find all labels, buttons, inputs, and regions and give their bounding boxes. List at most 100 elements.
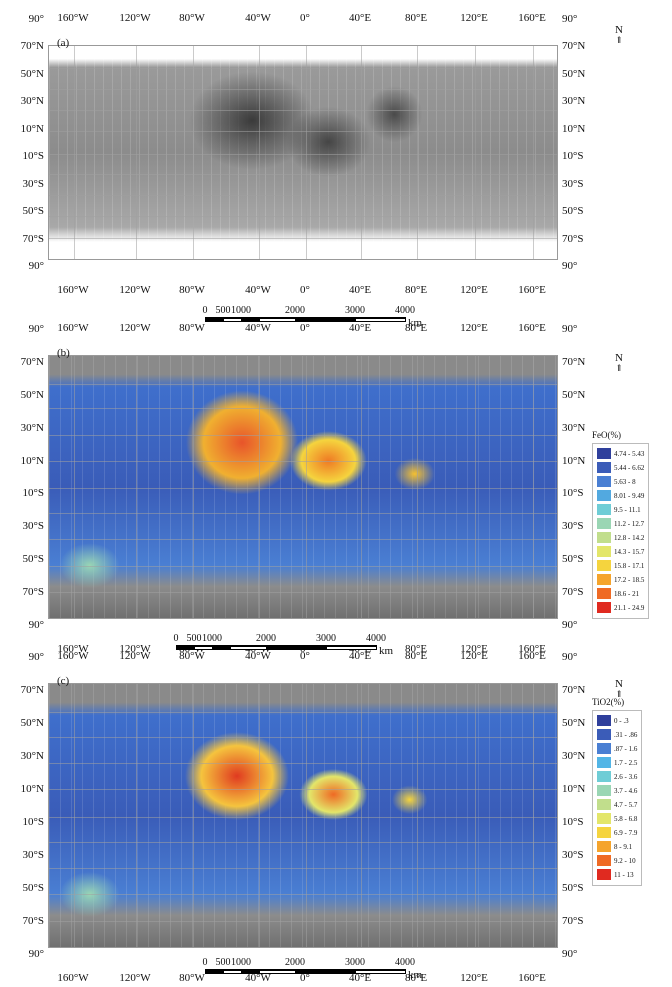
- longitude-label-bottom: 40°W: [245, 284, 271, 296]
- longitude-gridline: [259, 356, 260, 618]
- legend-item-label: 5.63 - 8: [614, 477, 636, 486]
- legend-swatch: [597, 518, 611, 529]
- latitude-gridline: [49, 173, 557, 175]
- latitude-label-right: 10°N: [562, 454, 586, 467]
- latitude-label-right: 30°S: [562, 849, 584, 861]
- longitude-label-bottom: 160°E: [518, 284, 546, 296]
- map-image-grayscale: [48, 45, 558, 260]
- north-label: N: [615, 678, 623, 690]
- scale-tick-label: 0: [173, 633, 179, 644]
- latitude-label-right: 10°S: [562, 487, 584, 500]
- scale-tick-label: 500: [215, 957, 231, 968]
- scale-unit: km: [408, 317, 423, 329]
- latitude-label-right: 50°S: [562, 553, 584, 566]
- scale-unit: km: [379, 645, 394, 657]
- longitude-label-top: 160°W: [57, 12, 89, 24]
- legend-item: 5.63 - 8: [597, 475, 644, 488]
- legend-item: .31 - .86: [597, 728, 637, 741]
- longitude-gridline: [361, 684, 362, 947]
- legend-swatch: [597, 532, 611, 543]
- north-arrow-glyph: ⇑: [615, 35, 623, 45]
- legend-item: 2.6 - 3.6: [597, 770, 637, 783]
- legend-item: 4.7 - 5.7: [597, 798, 637, 811]
- legend-item-label: 8.01 - 9.49: [614, 491, 645, 500]
- legend-feo: FeO(%) 4.74 - 5.43 5.44 - 6.62 5.63 - 8 8.01…: [592, 430, 650, 619]
- longitude-label-bottom: 160°W: [57, 643, 89, 655]
- latitude-label-left: 10°N: [20, 122, 44, 135]
- map-image-feo: [48, 355, 558, 619]
- legend-item: .87 - 1.6: [597, 742, 637, 755]
- legend-item: 11 - 13: [597, 868, 637, 881]
- legend-item-label: .87 - 1.6: [614, 744, 638, 753]
- scale-upper-segment: [205, 317, 406, 319]
- panel-letter: (c): [57, 675, 70, 687]
- scale-tick-label: 1000: [231, 957, 251, 968]
- scale-tick-label: 0: [202, 957, 208, 968]
- legend-swatch: [597, 743, 611, 754]
- latitude-label-right: 70°N: [562, 355, 586, 368]
- latitude-label-left: 30°S: [22, 849, 44, 861]
- longitude-label-top: 40°W: [245, 322, 271, 334]
- legend-swatch: [597, 490, 611, 501]
- latitude-label-right: 90°: [562, 260, 578, 272]
- legend-swatch: [597, 462, 611, 473]
- longitude-label-top: 160°E: [518, 12, 546, 24]
- latitude-label-left: 50°N: [20, 388, 44, 401]
- legend-swatch: [597, 785, 611, 796]
- legend-item-label: 3.7 - 4.6: [614, 786, 638, 795]
- legend-swatch: [597, 827, 611, 838]
- scale-tick-label: 4000: [395, 305, 415, 316]
- latitude-gridline: [49, 408, 557, 410]
- latitude-label-left: 10°N: [20, 783, 44, 795]
- longitude-gridline: [533, 46, 534, 259]
- legend-item-label: 4.7 - 5.7: [614, 800, 638, 809]
- latitude-label-left: 50°S: [22, 205, 44, 218]
- legend-swatch: [597, 602, 611, 613]
- latitude-label-left: 70°S: [22, 586, 44, 599]
- longitude-label-top: 0°: [300, 650, 310, 662]
- latitude-label-right: 10°S: [562, 816, 584, 828]
- latitude-label-right: 50°N: [562, 388, 586, 401]
- legend-items: 0 - .3 .31 - .86 .87 - 1.6 1.7 - 2.5 2.6 - 3…: [592, 710, 643, 886]
- latitude-gridline: [49, 816, 557, 818]
- longitude-label-bottom: 80°W: [179, 284, 205, 296]
- latitude-label-left: 70°S: [22, 915, 44, 927]
- latitude-gridline: [49, 591, 557, 593]
- legend-swatch: [597, 504, 611, 515]
- longitude-label-top: 160°E: [518, 650, 546, 662]
- latitude-gridline: [49, 88, 557, 90]
- legend-item: 9.5 - 11.1: [597, 503, 644, 516]
- north-arrow-icon: N ⇑: [612, 678, 626, 699]
- longitude-gridline: [193, 684, 194, 947]
- legend-swatch: [597, 841, 611, 852]
- longitude-label-bottom: 120°E: [460, 643, 488, 655]
- scale-tick-label: 2000: [285, 957, 305, 968]
- scale-unit: km: [408, 969, 423, 981]
- latitude-label-right: 70°S: [562, 915, 584, 927]
- latitude-label-left: 90°: [28, 619, 44, 631]
- longitude-label-top: 40°E: [348, 322, 372, 334]
- longitude-gridline: [136, 356, 137, 618]
- longitude-label-top: 80°W: [179, 12, 205, 24]
- longitude-label-top: 120°W: [119, 12, 151, 24]
- map-surface: [49, 46, 557, 259]
- latitude-label-left: 50°S: [22, 553, 44, 566]
- latitude-label-left: 70°S: [22, 232, 44, 245]
- latitude-label-left: 10°S: [22, 487, 44, 500]
- latitude-label-left: 90°: [28, 948, 44, 960]
- latitude-gridline: [49, 789, 557, 791]
- scale-bar: 0 500 1000 2000 3000 4000 km: [173, 633, 406, 657]
- scale-upper-segment: [176, 645, 377, 647]
- legend-swatch: [597, 757, 611, 768]
- scale-tick-label: 2000: [256, 633, 276, 644]
- legend-item: 1.7 - 2.5: [597, 756, 637, 769]
- north-arrow-icon: N ⇑: [612, 352, 626, 373]
- longitude-label-top: 120°W: [119, 650, 151, 662]
- latitude-gridline: [49, 460, 557, 462]
- legend-item: 12.8 - 14.2: [597, 531, 644, 544]
- longitude-label-top: 0°: [300, 12, 310, 24]
- panel-letter: (a): [57, 37, 70, 49]
- map-surface: [49, 356, 557, 618]
- legend-tio2: TiO2(%) 0 - .3 .31 - .86 .87 - 1.6 1.7 - 2.5…: [592, 697, 643, 886]
- scale-tick-label: 500: [215, 305, 231, 316]
